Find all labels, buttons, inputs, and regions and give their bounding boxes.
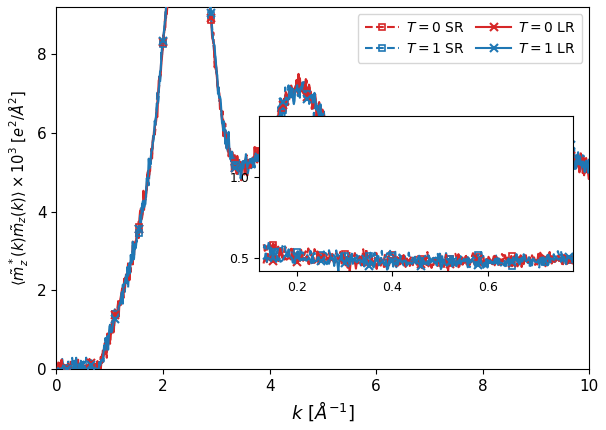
X-axis label: $k$ [$\AA^{-1}$]: $k$ [$\AA^{-1}$] [291, 399, 355, 423]
Y-axis label: $\langle \tilde{m}_z^*(k)\tilde{m}_z(k)\rangle \times 10^3$ [$e^2$/$\AA^2$]: $\langle \tilde{m}_z^*(k)\tilde{m}_z(k)\… [7, 90, 32, 286]
Legend: $T=0$ SR, $T=1$ SR, $T=0$ LR, $T=1$ LR: $T=0$ SR, $T=1$ SR, $T=0$ LR, $T=1$ LR [358, 14, 582, 63]
